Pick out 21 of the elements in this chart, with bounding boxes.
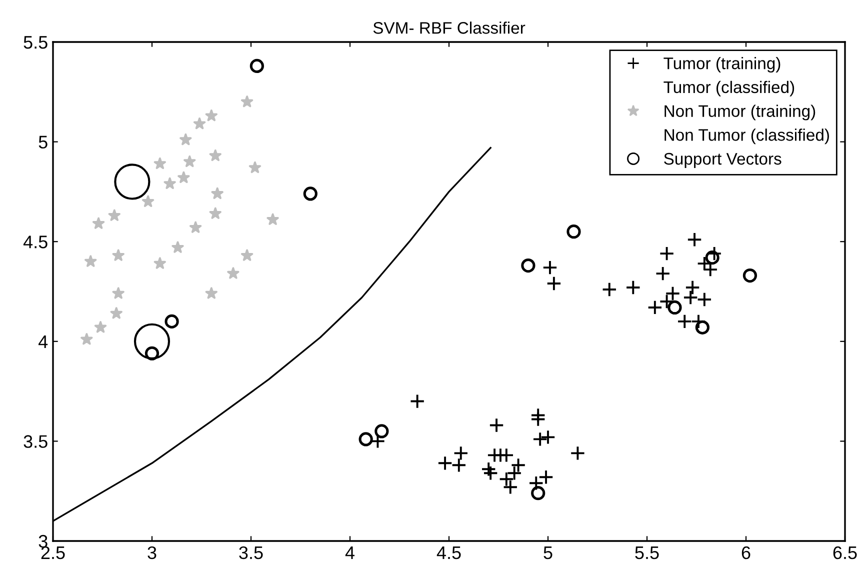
x-tick-label: 3.5: [239, 546, 263, 560]
x-tick-label: 6: [742, 546, 750, 560]
y-tick-label: 4: [38, 336, 48, 348]
x-tick-label: 6.5: [833, 546, 857, 560]
x-tick-label: 2.5: [41, 546, 65, 560]
x-tick-label: 5: [544, 546, 552, 560]
y-tick-label: 3: [38, 534, 48, 548]
y-tick-label: 3.5: [24, 435, 48, 448]
x-tick-label: 3: [148, 546, 156, 560]
legend-label: Support Vectors: [664, 152, 782, 168]
legend-label: Tumor (training): [664, 57, 780, 73]
x-tick-label: 4: [345, 546, 354, 559]
legend-label: Tumor (classified): [664, 80, 794, 96]
x-tick-label: 4.5: [436, 546, 461, 560]
x-tick-label: 5.5: [635, 546, 659, 560]
y-tick-label: 5.5: [24, 36, 48, 49]
chart-title: SVM- RBF Classifier: [373, 22, 526, 34]
legend-label: Non Tumor (classified): [664, 128, 829, 144]
y-tick-label: 5: [38, 136, 48, 149]
y-tick-label: 4.5: [23, 236, 48, 248]
legend-label: Non Tumor (training): [664, 104, 816, 120]
